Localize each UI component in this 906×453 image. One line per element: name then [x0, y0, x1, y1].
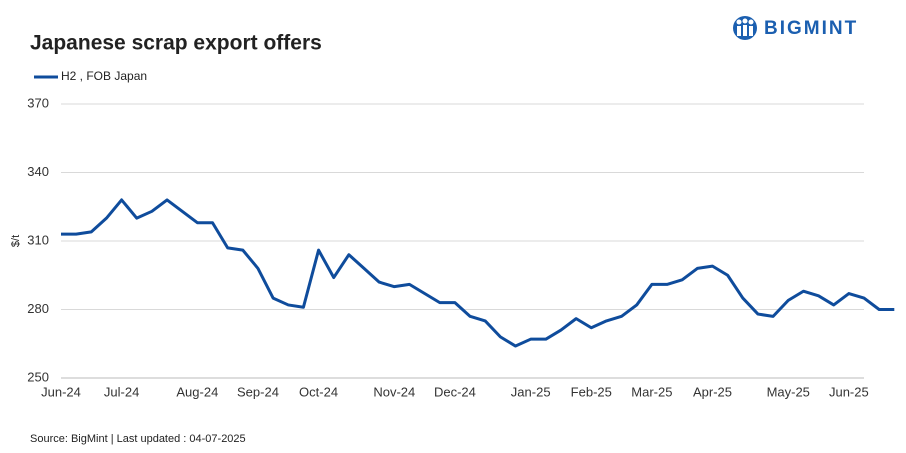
x-tick-label: Nov-24 — [373, 384, 415, 399]
x-tick-label: Aug-24 — [176, 384, 218, 399]
chart-title: Japanese scrap export offers — [30, 32, 322, 55]
x-tick-label: Sep-24 — [237, 384, 279, 399]
x-tick-label: Feb-25 — [571, 384, 612, 399]
y-tick-label: 310 — [27, 232, 49, 247]
x-tick-label: Jun-25 — [829, 384, 869, 399]
y-tick-label: 340 — [27, 164, 49, 179]
x-tick-label: Oct-24 — [299, 384, 338, 399]
x-tick-label: May-25 — [767, 384, 810, 399]
x-tick-label: Apr-25 — [693, 384, 732, 399]
x-tick-label: Dec-24 — [434, 384, 476, 399]
y-tick-label: 280 — [27, 301, 49, 316]
x-tick-label: Jun-24 — [41, 384, 81, 399]
brand-name: BIGMINT — [764, 18, 858, 39]
x-tick-label: Mar-25 — [631, 384, 672, 399]
x-tick-label: Jul-24 — [104, 384, 139, 399]
y-axis-label: $/t — [10, 235, 22, 247]
brand-logo: BIGMINT — [733, 16, 858, 40]
legend-label: H2 , FOB Japan — [61, 69, 147, 83]
y-tick-label: 370 — [27, 95, 49, 110]
y-tick-label: 250 — [27, 369, 49, 384]
x-tick-label: Jan-25 — [511, 384, 551, 399]
source-note: Source: BigMint | Last updated : 04-07-2… — [30, 433, 246, 445]
data-line — [61, 198, 895, 348]
